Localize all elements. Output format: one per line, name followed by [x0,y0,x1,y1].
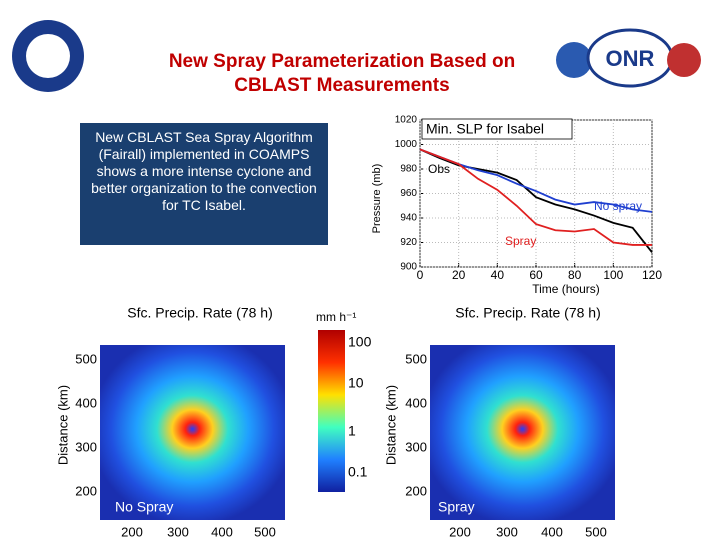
x-tick-label: 200 [121,524,143,539]
y-tick-label: 1000 [395,139,418,150]
colorbar-tick: 0.1 [348,464,368,480]
textbox-bg [80,123,328,245]
x-tick-label: 40 [491,268,505,282]
logo: ONR [606,46,655,71]
title: CBLAST Measurements [234,75,449,96]
x-tick-label: 120 [642,268,662,282]
x-tick-label: 500 [254,524,276,539]
x-tick-label: 300 [496,524,518,539]
y-tick-label: 500 [405,351,427,366]
y-tick-label: 400 [405,395,427,410]
textbox-text: New CBLAST Sea Spray Algorithm (Fairall)… [91,129,317,213]
y-tick-label: 960 [400,188,417,199]
x-tick-label: 80 [568,268,582,282]
y-axis-label: Distance (km) [55,385,70,465]
panel-label: Spray [438,499,475,515]
y-tick-label: 300 [405,439,427,454]
series-label: Spray [505,234,536,248]
y-tick-label: 200 [405,483,427,498]
series-label: No spray [594,199,642,213]
precip-image [430,345,615,520]
y-tick-label: 900 [400,262,417,273]
y-tick-label: 500 [75,351,97,366]
colorbar [318,330,345,492]
panel-title: Sfc. Precip. Rate (78 h) [127,305,273,321]
x-tick-label: 400 [211,524,233,539]
y-tick-label: 980 [400,164,417,175]
chart-title-box [421,118,573,140]
x-tick-label: 20 [452,268,466,282]
y-tick-label: 400 [75,395,97,410]
x-tick-label: 200 [449,524,471,539]
y-tick-label: 300 [75,439,97,454]
x-tick-label: 400 [541,524,563,539]
colorbar-tick: 1 [348,423,356,439]
precip-image [100,345,285,520]
y-axis-label: Distance (km) [383,385,398,465]
series-line [419,148,653,253]
logo [667,43,701,77]
panel-label: No Spray [115,499,173,515]
x-tick-label: 500 [585,524,607,539]
textbox: New CBLAST Sea Spray Algorithm (Fairall)… [91,129,317,213]
colorbar-tick: 100 [348,334,372,350]
logo [26,34,70,78]
x-tick-label: 60 [529,268,543,282]
colorbar-tick: 10 [348,375,364,391]
x-tick-label: 0 [417,268,424,282]
x-tick-label: 100 [603,268,623,282]
x-tick-label: 300 [167,524,189,539]
panel-title: Sfc. Precip. Rate (78 h) [455,305,601,321]
title: New Spray Parameterization Based on [169,51,515,72]
chart-title: Min. SLP for Isabel [426,121,544,137]
y-tick-label: 200 [75,483,97,498]
x-axis-label: Time (hours) [532,282,600,296]
series-line [419,148,652,246]
series-label: Obs [428,162,450,176]
logo [556,42,592,78]
y-tick-label: 1020 [395,115,418,126]
y-axis-label: Pressure (mb) [371,164,383,234]
colorbar-unit: mm h⁻¹ [316,310,356,324]
y-tick-label: 920 [400,237,417,248]
y-tick-label: 940 [400,213,417,224]
